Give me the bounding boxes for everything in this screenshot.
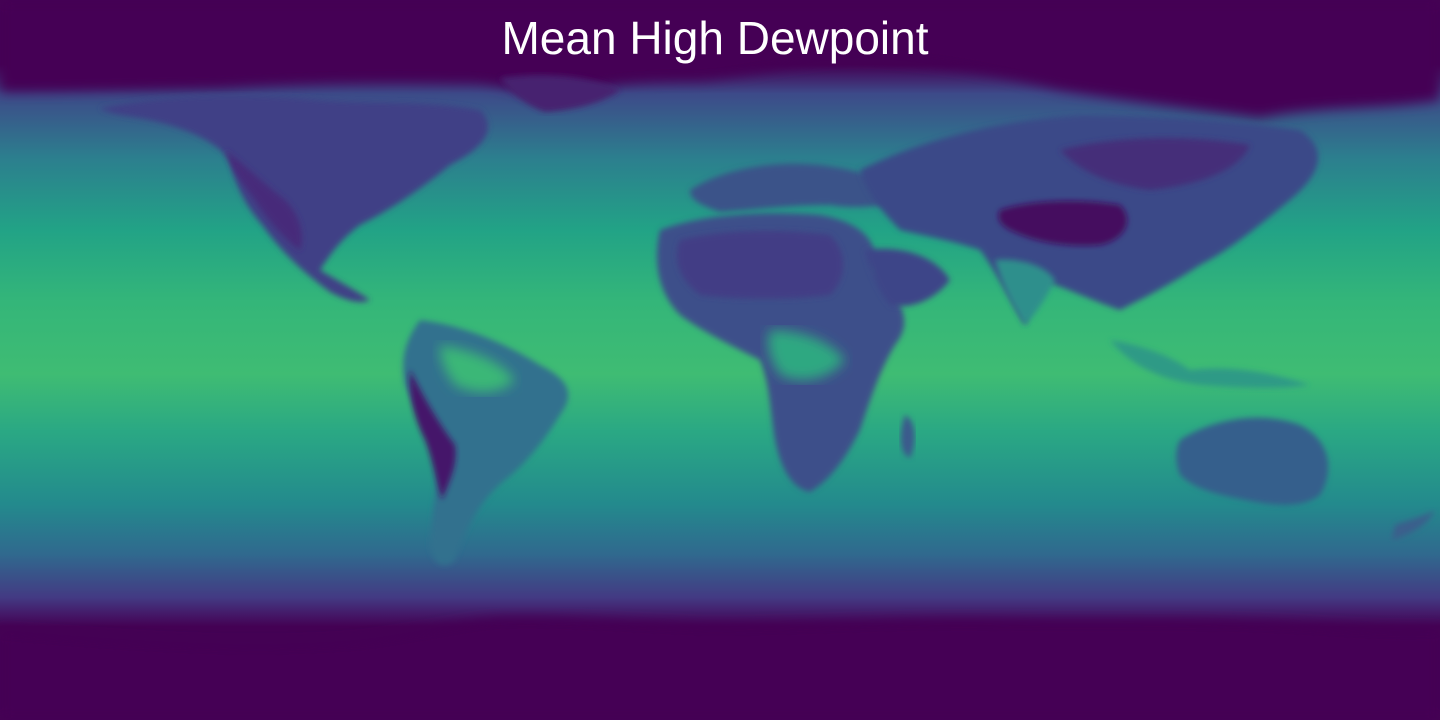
new-zealand [1392,510,1435,540]
landmass-north-america [100,95,489,303]
rockies-highlands [225,150,302,250]
andes-highlands [409,370,456,500]
india [995,259,1055,325]
indonesia-islands [1110,340,1310,389]
madagascar [900,415,915,458]
greenland [500,75,620,112]
antarctic-cap [0,617,1440,720]
siberia-cold [1060,138,1250,190]
arabian-peninsula [865,248,950,307]
sahara [676,230,844,299]
landmass-south-america [403,320,569,565]
landmass-australia [1176,417,1329,505]
map-title: Mean High Dewpoint [501,12,929,64]
central-africa [768,330,845,380]
arctic-cap [0,0,1440,118]
amazon-basin [440,345,515,392]
tibetan-plateau [998,200,1128,246]
